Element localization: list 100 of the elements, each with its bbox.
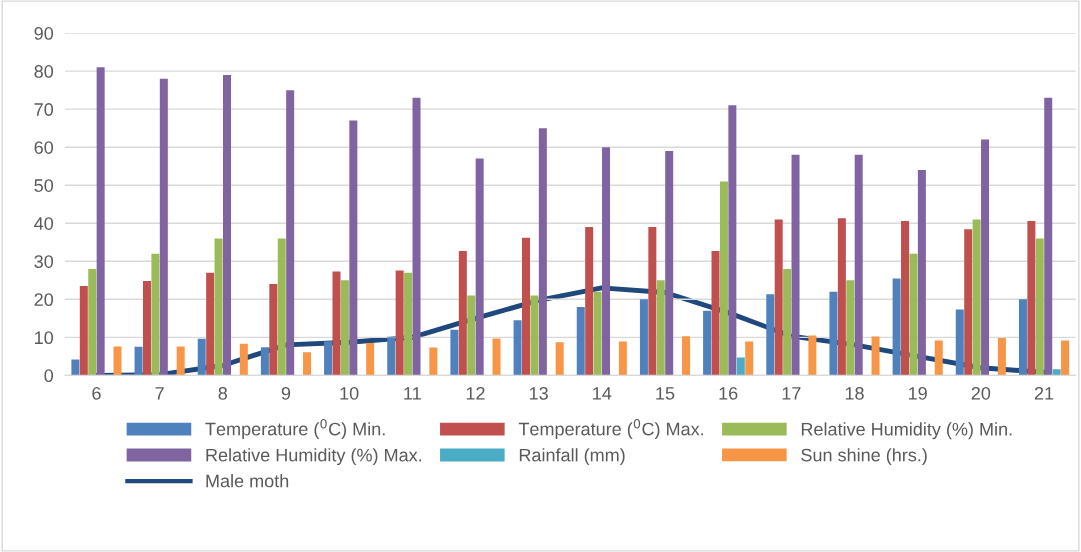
x-tick-label: 11	[404, 387, 421, 400]
bar	[829, 291, 838, 376]
bar	[774, 219, 783, 376]
bar	[404, 272, 413, 376]
x-tick-label: 15	[656, 387, 675, 400]
bar	[901, 220, 910, 376]
bar	[745, 341, 754, 376]
x-tick-label: 9	[281, 386, 291, 400]
bar	[277, 238, 286, 376]
bar	[538, 128, 547, 376]
y-tick-label: 30	[34, 255, 54, 268]
bar	[159, 78, 168, 376]
bar	[682, 336, 691, 376]
x-tick-label: 18	[845, 386, 864, 400]
bar	[1044, 97, 1053, 376]
y-tick-label: 20	[34, 293, 54, 307]
bar	[766, 294, 775, 376]
bar	[239, 343, 248, 376]
y-tick-label: 40	[34, 217, 54, 230]
y-tick-label: 50	[34, 179, 54, 192]
y-tick-label: 10	[35, 331, 54, 345]
bar	[892, 278, 901, 376]
bar	[458, 251, 467, 376]
bar	[366, 343, 375, 376]
x-tick-label: 13	[529, 386, 548, 400]
bar	[214, 238, 223, 376]
bar	[1052, 369, 1061, 376]
legend-label: Sun shine (hrs.)	[801, 448, 927, 466]
legend-label: Relative Humidity (%) Max.	[206, 448, 422, 466]
bar	[783, 268, 792, 376]
y-tick-label: 0	[44, 369, 54, 383]
bar	[176, 346, 185, 376]
bar	[837, 218, 846, 376]
bar	[618, 341, 627, 376]
bar	[703, 310, 712, 376]
legend-label: Rainfall (mm)	[519, 448, 625, 466]
bar	[1027, 220, 1036, 376]
bar	[997, 338, 1006, 376]
bar	[585, 227, 594, 376]
bar	[808, 335, 817, 376]
bar	[972, 219, 981, 376]
bar	[576, 306, 585, 376]
x-tick-label: 21	[1034, 386, 1054, 400]
bar	[719, 181, 728, 376]
bar	[934, 340, 943, 376]
bar	[349, 120, 358, 376]
bar	[324, 341, 333, 376]
x-tick-label: 8	[218, 386, 228, 400]
bar	[871, 336, 880, 376]
bar	[332, 271, 341, 376]
bar	[269, 284, 278, 376]
bar	[602, 147, 611, 376]
bar	[467, 295, 476, 376]
legend-label: Male moth	[206, 474, 289, 488]
bar	[555, 342, 564, 376]
bar	[96, 67, 105, 376]
x-tick-label: 7	[155, 387, 164, 400]
bar	[340, 280, 349, 376]
x-tick-label: 6	[92, 386, 101, 400]
bar	[197, 338, 206, 376]
bar	[665, 151, 674, 376]
x-tick-label: 10	[340, 386, 359, 400]
bar	[223, 74, 231, 376]
bar	[151, 253, 160, 376]
bar	[736, 357, 745, 376]
bar	[206, 272, 215, 376]
y-tick-label: 90	[34, 27, 54, 40]
bar	[450, 329, 459, 376]
bar	[134, 346, 143, 376]
x-tick-label: 19	[909, 386, 927, 400]
bar	[395, 270, 404, 376]
bar	[711, 251, 720, 376]
bar	[909, 253, 918, 376]
bar	[475, 158, 484, 376]
bar	[593, 291, 602, 376]
legend-label: Temperature ($^{0}$C) Min.	[205, 418, 385, 440]
bar	[656, 280, 665, 376]
bar	[88, 268, 97, 376]
bar	[113, 346, 122, 376]
x-tick-label: 17	[782, 387, 801, 400]
bar	[955, 309, 964, 376]
bar	[260, 347, 269, 376]
bar	[303, 352, 312, 376]
x-tick-label: 14	[593, 387, 612, 400]
bar	[639, 299, 648, 376]
bar	[429, 347, 438, 376]
bar	[917, 170, 926, 376]
bar	[964, 229, 973, 376]
legend-label: Relative Humidity (%) Min.	[801, 422, 1012, 440]
y-tick-label: 80	[34, 65, 54, 78]
bar	[530, 295, 539, 376]
bar	[71, 359, 80, 376]
bar	[1035, 238, 1044, 376]
bar	[387, 337, 396, 376]
bar	[1018, 299, 1027, 376]
bar	[854, 154, 863, 376]
x-tick-label: 12	[466, 386, 485, 400]
legend-label: Temperature ($^{0}$C) Max.	[518, 418, 704, 440]
bar	[412, 97, 421, 376]
x-tick-label: 16	[719, 386, 738, 400]
